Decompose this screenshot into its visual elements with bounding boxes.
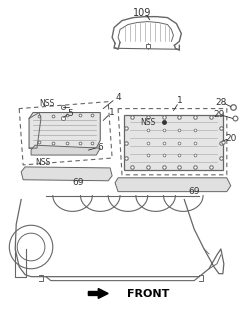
Text: 4: 4 (115, 93, 121, 102)
Text: 28: 28 (215, 98, 227, 107)
Polygon shape (115, 178, 231, 192)
Polygon shape (31, 145, 100, 155)
Text: NSS: NSS (35, 158, 50, 167)
Text: 29: 29 (213, 110, 225, 119)
Text: 20: 20 (225, 134, 236, 143)
Text: 69: 69 (73, 178, 84, 187)
Text: NSS: NSS (140, 118, 155, 127)
Text: 109: 109 (133, 8, 151, 18)
Text: FRONT: FRONT (126, 290, 169, 300)
Polygon shape (29, 113, 100, 148)
Polygon shape (88, 289, 108, 299)
Text: NSS: NSS (39, 99, 55, 108)
Text: 1: 1 (176, 96, 182, 105)
Text: 69: 69 (188, 187, 200, 196)
Polygon shape (21, 167, 112, 181)
Text: 1: 1 (109, 108, 115, 117)
Text: 5: 5 (68, 109, 74, 118)
Polygon shape (124, 115, 223, 170)
Text: 6: 6 (97, 143, 103, 152)
